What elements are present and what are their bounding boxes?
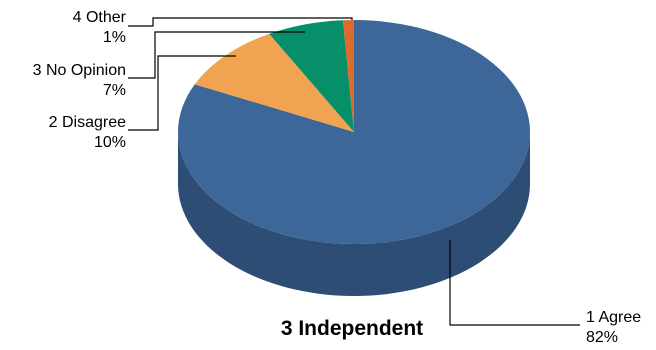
leader-line-3 (128, 31, 305, 79)
pie-sides (178, 132, 530, 296)
pie-slice-4 (342, 20, 354, 132)
pie-slice-3 (269, 20, 354, 132)
chart-title: 3 Independent (281, 317, 423, 340)
leader-line-2 (128, 55, 236, 131)
slice-value-1: 82% (586, 329, 618, 346)
slice-value-2: 10% (94, 134, 126, 151)
slice-label-2: 2 Disagree (49, 114, 126, 131)
pie-side-1 (178, 132, 530, 296)
pie-slices (177, 20, 530, 244)
leader-lines (128, 17, 580, 326)
slice-value-3: 7% (103, 82, 126, 99)
pie-slice-2 (194, 33, 354, 132)
leader-line-4 (128, 17, 353, 27)
slice-label-1: 1 Agree (586, 309, 641, 326)
leader-line-1 (449, 240, 580, 326)
slice-labels: 1 Agree 82% 2 Disagree 10% 3 No Opinion 7% 4 O… (33, 9, 642, 346)
slice-value-4: 1% (103, 29, 126, 46)
slice-label-3: 3 No Opinion (33, 62, 126, 79)
slice-label-4: 4 Other (73, 9, 127, 26)
